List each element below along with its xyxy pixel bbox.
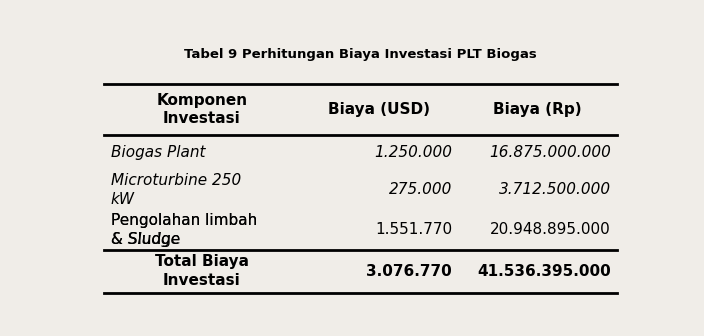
Text: Biaya (Rp): Biaya (Rp): [494, 102, 582, 117]
Text: Microturbine 250
kW: Microturbine 250 kW: [111, 173, 241, 207]
Text: 16.875.000.000: 16.875.000.000: [489, 145, 611, 160]
Text: Biogas Plant: Biogas Plant: [111, 145, 205, 160]
Text: Pengolahan limbah
& Sludge: Pengolahan limbah & Sludge: [111, 213, 257, 247]
Text: Komponen
Investasi: Komponen Investasi: [156, 93, 247, 126]
Text: 20.948.895.000: 20.948.895.000: [490, 222, 611, 237]
Text: 1.551.770: 1.551.770: [375, 222, 452, 237]
Text: 3.076.770: 3.076.770: [366, 264, 452, 279]
Text: & Sludge: & Sludge: [111, 232, 180, 247]
Text: 41.536.395.000: 41.536.395.000: [477, 264, 611, 279]
Text: 275.000: 275.000: [389, 182, 452, 197]
Text: 3.712.500.000: 3.712.500.000: [499, 182, 611, 197]
Text: 1.250.000: 1.250.000: [374, 145, 452, 160]
Text: Biaya (USD): Biaya (USD): [328, 102, 429, 117]
Text: Pengolahan limbah: Pengolahan limbah: [111, 212, 257, 227]
Text: Total Biaya
Investasi: Total Biaya Investasi: [155, 254, 249, 288]
Text: Tabel 9 Perhitungan Biaya Investasi PLT Biogas: Tabel 9 Perhitungan Biaya Investasi PLT …: [184, 48, 537, 61]
